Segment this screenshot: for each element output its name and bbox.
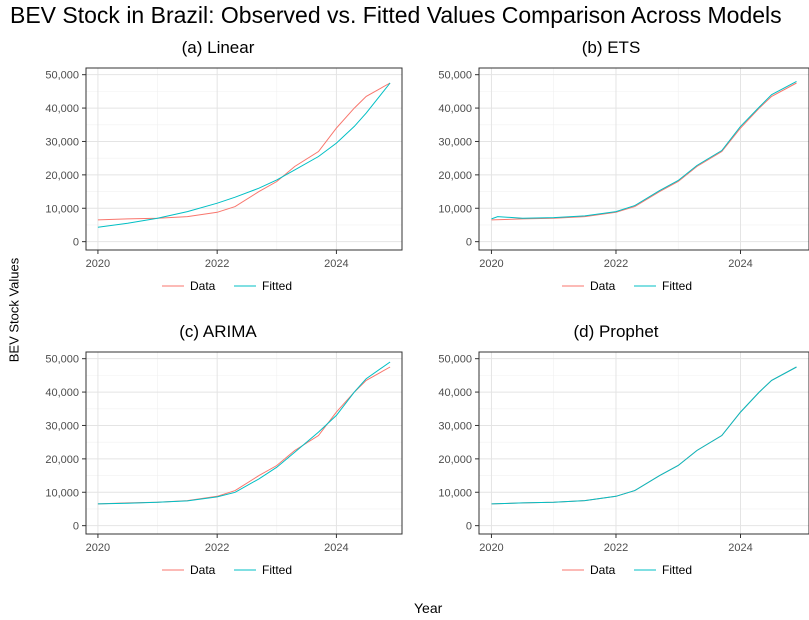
y-tick-label: 50,000: [45, 70, 79, 82]
y-tick-label: 20,000: [438, 454, 472, 466]
y-tick-label: 30,000: [45, 136, 79, 148]
series-line-fitted: [491, 366, 797, 505]
series-line-data: [97, 82, 391, 221]
y-tick-label: 10,000: [438, 487, 472, 499]
panel-title: (b) ETS: [582, 38, 641, 57]
y-tick-label: 10,000: [45, 203, 79, 215]
x-tick-label: 2020: [479, 542, 503, 554]
y-tick-label: 50,000: [438, 70, 472, 82]
x-tick-label: 2022: [604, 258, 628, 270]
panel-title: (d) Prophet: [573, 322, 658, 341]
legend-label: Fitted: [262, 563, 292, 577]
y-tick-label: 10,000: [438, 203, 472, 215]
series-line-data: [491, 366, 797, 505]
y-tick-label: 40,000: [438, 103, 472, 115]
legend-label: Data: [590, 563, 616, 577]
y-tick-label: 40,000: [45, 103, 79, 115]
y-tick-label: 30,000: [438, 420, 472, 432]
x-tick-label: 2022: [205, 542, 229, 554]
series-line-fitted: [97, 361, 391, 505]
panel-border: [85, 351, 403, 535]
y-tick-label: 0: [466, 237, 472, 249]
series-line-data: [491, 82, 797, 221]
legend-label: Fitted: [662, 279, 692, 293]
legend-label: Data: [590, 279, 616, 293]
panel-border: [85, 67, 403, 251]
panel-title: (c) ARIMA: [179, 322, 257, 341]
x-tick-label: 2020: [86, 542, 110, 554]
x-tick-label: 2020: [479, 258, 503, 270]
x-tick-label: 2024: [728, 542, 752, 554]
series-line-fitted: [491, 80, 797, 220]
y-tick-label: 0: [466, 521, 472, 533]
y-tick-label: 50,000: [438, 354, 472, 366]
y-tick-label: 0: [73, 237, 79, 249]
series-line-fitted: [97, 82, 391, 228]
panel-1: (a) Linear 0 10,000 20,000 30,000 40,000 50,00…: [45, 38, 403, 293]
y-tick-label: 20,000: [45, 170, 79, 182]
y-tick-label: 0: [73, 521, 79, 533]
x-tick-label: 2024: [324, 542, 348, 554]
x-tick-label: 2022: [604, 542, 628, 554]
y-tick-label: 30,000: [438, 136, 472, 148]
x-tick-label: 2020: [86, 258, 110, 270]
y-tick-label: 20,000: [438, 170, 472, 182]
legend-label: Fitted: [662, 563, 692, 577]
x-tick-label: 2022: [205, 258, 229, 270]
y-tick-label: 40,000: [45, 387, 79, 399]
panel-3: (c) ARIMA 0 10,000 20,000 30,000 40,000 50,000…: [45, 322, 403, 577]
legend-label: Data: [190, 279, 216, 293]
panel-border: [478, 351, 809, 535]
figure-title: BEV Stock in Brazil: Observed vs. Fitted…: [10, 2, 782, 28]
y-tick-label: 20,000: [45, 454, 79, 466]
series-line-data: [97, 366, 391, 505]
x-tick-label: 2024: [728, 258, 752, 270]
x-tick-label: 2024: [324, 258, 348, 270]
y-tick-label: 50,000: [45, 354, 79, 366]
y-tick-label: 40,000: [438, 387, 472, 399]
y-tick-label: 10,000: [45, 487, 79, 499]
y-tick-label: 30,000: [45, 420, 79, 432]
panel-title: (a) Linear: [182, 38, 255, 57]
legend-label: Fitted: [262, 279, 292, 293]
panel-4: (d) Prophet 0 10,000 20,000 30,000 40,000 50,0…: [438, 322, 809, 577]
x-axis-label: Year: [414, 600, 443, 616]
panel-2: (b) ETS 0 10,000 20,000 30,000 40,000 50,000 20…: [438, 38, 809, 293]
legend-label: Data: [190, 563, 216, 577]
panel-border: [478, 67, 809, 251]
